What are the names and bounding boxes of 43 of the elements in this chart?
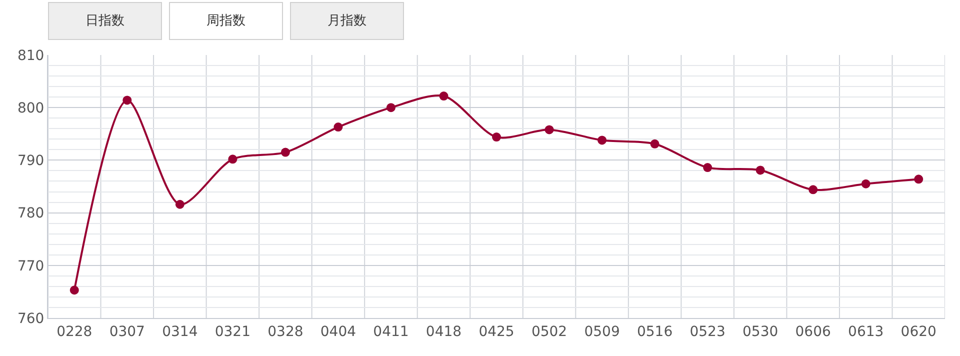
point — [808, 185, 818, 194]
point — [914, 174, 924, 184]
point — [544, 125, 554, 134]
x-tick-label: 0613 — [848, 324, 884, 340]
y-tick-label: 770 — [17, 258, 44, 274]
point — [756, 166, 765, 175]
point — [280, 148, 290, 157]
x-tick-label: 0523 — [690, 324, 726, 340]
text: 日指数 — [86, 14, 124, 28]
text: 周指数 — [206, 14, 246, 28]
x-tick-label: 0620 — [900, 324, 936, 340]
x-tick-label: 0328 — [268, 324, 304, 340]
x-tick-label: 0530 — [742, 324, 778, 340]
point — [70, 286, 79, 295]
text: 月指数 — [328, 14, 366, 28]
x-tick-label: 0228 — [56, 324, 92, 340]
x-tick-label: 0418 — [426, 324, 462, 340]
y-tick-label: 760 — [17, 310, 44, 327]
x-tick-label: 0404 — [320, 324, 356, 340]
point — [703, 163, 712, 172]
x-tick-label: 0307 — [109, 324, 145, 340]
point — [598, 136, 607, 145]
x-tick-label: 0321 — [214, 324, 250, 340]
point — [386, 103, 396, 112]
y-tick-label: 810 — [17, 48, 44, 64]
point — [439, 92, 448, 101]
point — [122, 96, 132, 105]
y-tick-label: 780 — [17, 206, 44, 222]
point — [861, 179, 870, 188]
x-tick-label: 0314 — [162, 324, 198, 340]
y-tick-label: 800 — [17, 100, 44, 116]
point — [492, 132, 501, 142]
x-tick-label: 0606 — [795, 324, 831, 340]
x-tick-label: 0502 — [531, 324, 568, 340]
point — [175, 200, 184, 209]
y-tick-label: 790 — [17, 153, 44, 170]
x-tick-label: 0425 — [478, 324, 514, 340]
x-tick-label: 0411 — [373, 324, 409, 340]
x-tick-label: 0509 — [584, 324, 620, 340]
point — [228, 154, 238, 164]
x-tick-label: 0516 — [636, 324, 673, 340]
point — [334, 122, 343, 132]
point — [650, 139, 660, 148]
